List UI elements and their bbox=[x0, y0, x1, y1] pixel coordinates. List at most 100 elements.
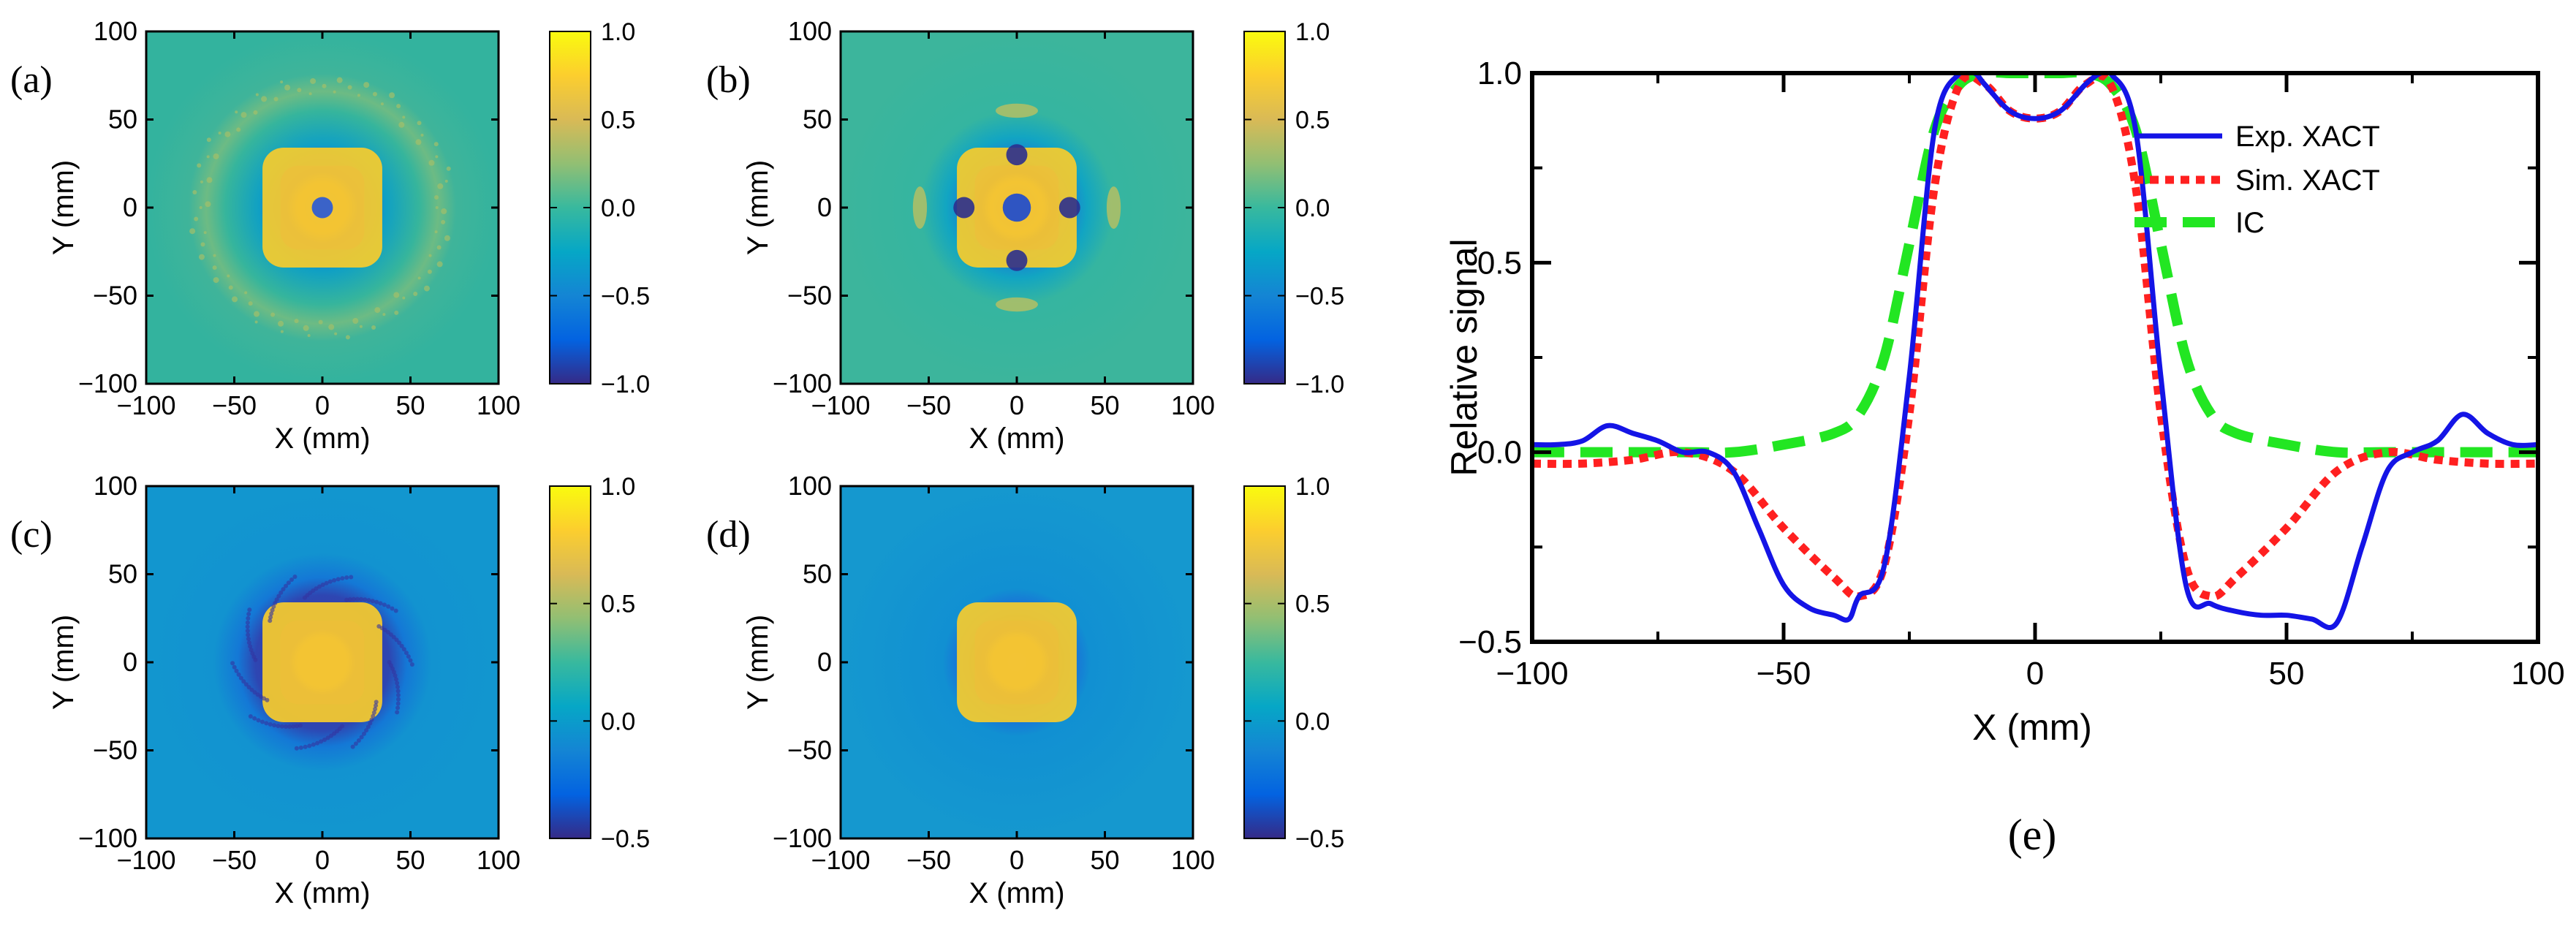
heatmap-speckle bbox=[359, 596, 364, 602]
x-tick-label: −100 bbox=[811, 390, 870, 420]
heatmap-speckle bbox=[271, 604, 276, 609]
heatmap-speckle bbox=[298, 723, 303, 728]
heatmap-axes: −100 −50 0 50 100 100 50 0 −50 −100 X (mm) Y (mm) (a… bbox=[10, 16, 1344, 909]
heatmap-speckle bbox=[395, 701, 401, 706]
heatmap-speckle bbox=[437, 183, 444, 189]
heatmap-speckle bbox=[255, 692, 260, 697]
heatmap-speckle bbox=[349, 575, 354, 580]
heatmap-speckle bbox=[318, 319, 323, 325]
heatmap-lobe bbox=[912, 186, 928, 229]
colorbar bbox=[1243, 485, 1286, 839]
heatmap-speckle bbox=[441, 208, 447, 215]
heatmap-speckle bbox=[276, 594, 281, 599]
heatmap-speckle bbox=[279, 724, 284, 729]
heatmap-speckle bbox=[374, 307, 381, 314]
y-tick-label: −0.5 bbox=[1458, 624, 1522, 660]
x-tick-label: 50 bbox=[395, 390, 425, 420]
heatmap-speckle bbox=[198, 254, 205, 260]
heatmap-d bbox=[839, 485, 1194, 840]
heatmap-axes-d: −100 −50 0 50 100 100 50 0 −50 −100 X (mm) Y (mm) (d… bbox=[706, 471, 1344, 909]
colorbar-tick-label: −0.5 bbox=[601, 825, 650, 853]
y-tick-label: −50 bbox=[93, 735, 137, 765]
heatmap-speckle bbox=[230, 661, 235, 666]
x-tick-label: −50 bbox=[1757, 656, 1811, 692]
heatmap-speckle bbox=[249, 648, 254, 653]
heatmap-speckle bbox=[246, 632, 251, 637]
heatmap-speckle bbox=[347, 85, 352, 90]
heatmap-speckle bbox=[391, 634, 396, 640]
heatmap-speckle bbox=[332, 731, 337, 736]
heatmap-speckle bbox=[270, 607, 275, 613]
heatmap-lobe bbox=[996, 103, 1038, 118]
heatmap-speckle bbox=[324, 580, 329, 586]
y-tick-label: 0 bbox=[123, 647, 137, 677]
heatmap-speckle bbox=[314, 586, 319, 591]
heatmap-axes-b: −100 −50 0 50 100 100 50 0 −50 −100 X (mm) Y (mm) (b… bbox=[706, 16, 1344, 455]
heatmap-speckle bbox=[269, 611, 274, 616]
heatmap-speckle bbox=[395, 705, 401, 711]
series-exp-xact bbox=[1532, 73, 2538, 630]
heatmap-speckle bbox=[435, 206, 439, 209]
heatmap-speckle bbox=[388, 663, 393, 668]
heatmap-speckle bbox=[298, 745, 303, 750]
heatmap-speckle bbox=[393, 608, 398, 613]
heatmap-speckle bbox=[415, 139, 422, 145]
heatmap-c bbox=[145, 485, 500, 840]
heatmap-speckle bbox=[391, 670, 396, 675]
heatmap-speckle bbox=[297, 88, 302, 93]
heatmap-speckle bbox=[388, 632, 393, 637]
heatmap-speckle bbox=[371, 710, 376, 715]
heatmap-speckle bbox=[308, 92, 312, 96]
y-tick-label: 50 bbox=[108, 559, 137, 589]
heatmap-speckle bbox=[315, 740, 320, 746]
plot-frame bbox=[1530, 71, 2540, 644]
heatmap-lobe bbox=[1106, 186, 1121, 229]
heatmap-speckle bbox=[284, 84, 291, 91]
heatmap-speckle bbox=[363, 597, 368, 602]
heatmap-speckle bbox=[366, 598, 371, 603]
heatmap-speckle bbox=[268, 721, 273, 727]
heatmap-speckle bbox=[292, 574, 298, 579]
heatmap-speckle bbox=[395, 689, 401, 694]
heatmap-speckle bbox=[322, 83, 327, 88]
heatmap-speckle bbox=[336, 577, 341, 582]
legend-label: Exp. XACT bbox=[2235, 121, 2380, 153]
x-tick-label: −50 bbox=[906, 390, 951, 420]
y-axis-label: Y (mm) bbox=[742, 615, 774, 710]
x-tick-label: −50 bbox=[212, 390, 257, 420]
heatmap-speckle bbox=[322, 737, 327, 742]
y-tick-label: 1.0 bbox=[1477, 56, 1522, 91]
heatmap-speckle bbox=[295, 724, 300, 729]
heatmap-speckle bbox=[395, 681, 400, 686]
heatmap-speckle bbox=[253, 110, 258, 115]
heatmap-speckle bbox=[276, 724, 281, 729]
heatmap-speckle bbox=[255, 93, 259, 96]
panel-letter: (a) bbox=[10, 59, 53, 101]
heatmap-speckle bbox=[206, 177, 213, 183]
y-tick-label: 0 bbox=[817, 647, 832, 677]
heatmap-speckle bbox=[434, 194, 439, 200]
heatmap-speckle bbox=[235, 110, 238, 114]
heatmap-speckle bbox=[206, 155, 210, 159]
heatmap-speckle bbox=[197, 163, 202, 168]
heatmap-speckle bbox=[200, 242, 205, 247]
heatmap-speckle bbox=[311, 742, 316, 747]
colorbar-tick-label: 1.0 bbox=[601, 18, 635, 46]
heatmap-speckle bbox=[311, 588, 316, 594]
heatmap-speckle bbox=[394, 637, 399, 643]
heatmap-speckle bbox=[374, 703, 379, 708]
heatmap-speckle bbox=[390, 666, 395, 671]
heatmap-speckle bbox=[369, 717, 374, 722]
heatmap-speckle bbox=[393, 673, 398, 678]
heatmap-speckle bbox=[249, 687, 254, 692]
heatmap-speckle bbox=[402, 296, 406, 300]
heatmap-speckle bbox=[245, 620, 250, 625]
legend-label: Sim. XACT bbox=[2235, 164, 2380, 197]
x-tick-label: 50 bbox=[2269, 656, 2305, 692]
heatmap-speckle bbox=[393, 677, 398, 682]
heatmap-speckle bbox=[200, 180, 203, 183]
heatmap-dark-spot bbox=[1058, 197, 1080, 219]
colorbar-tick-label: 1.0 bbox=[1295, 18, 1330, 46]
heatmap-speckle bbox=[284, 724, 289, 730]
heatmap-speckle bbox=[428, 254, 432, 257]
